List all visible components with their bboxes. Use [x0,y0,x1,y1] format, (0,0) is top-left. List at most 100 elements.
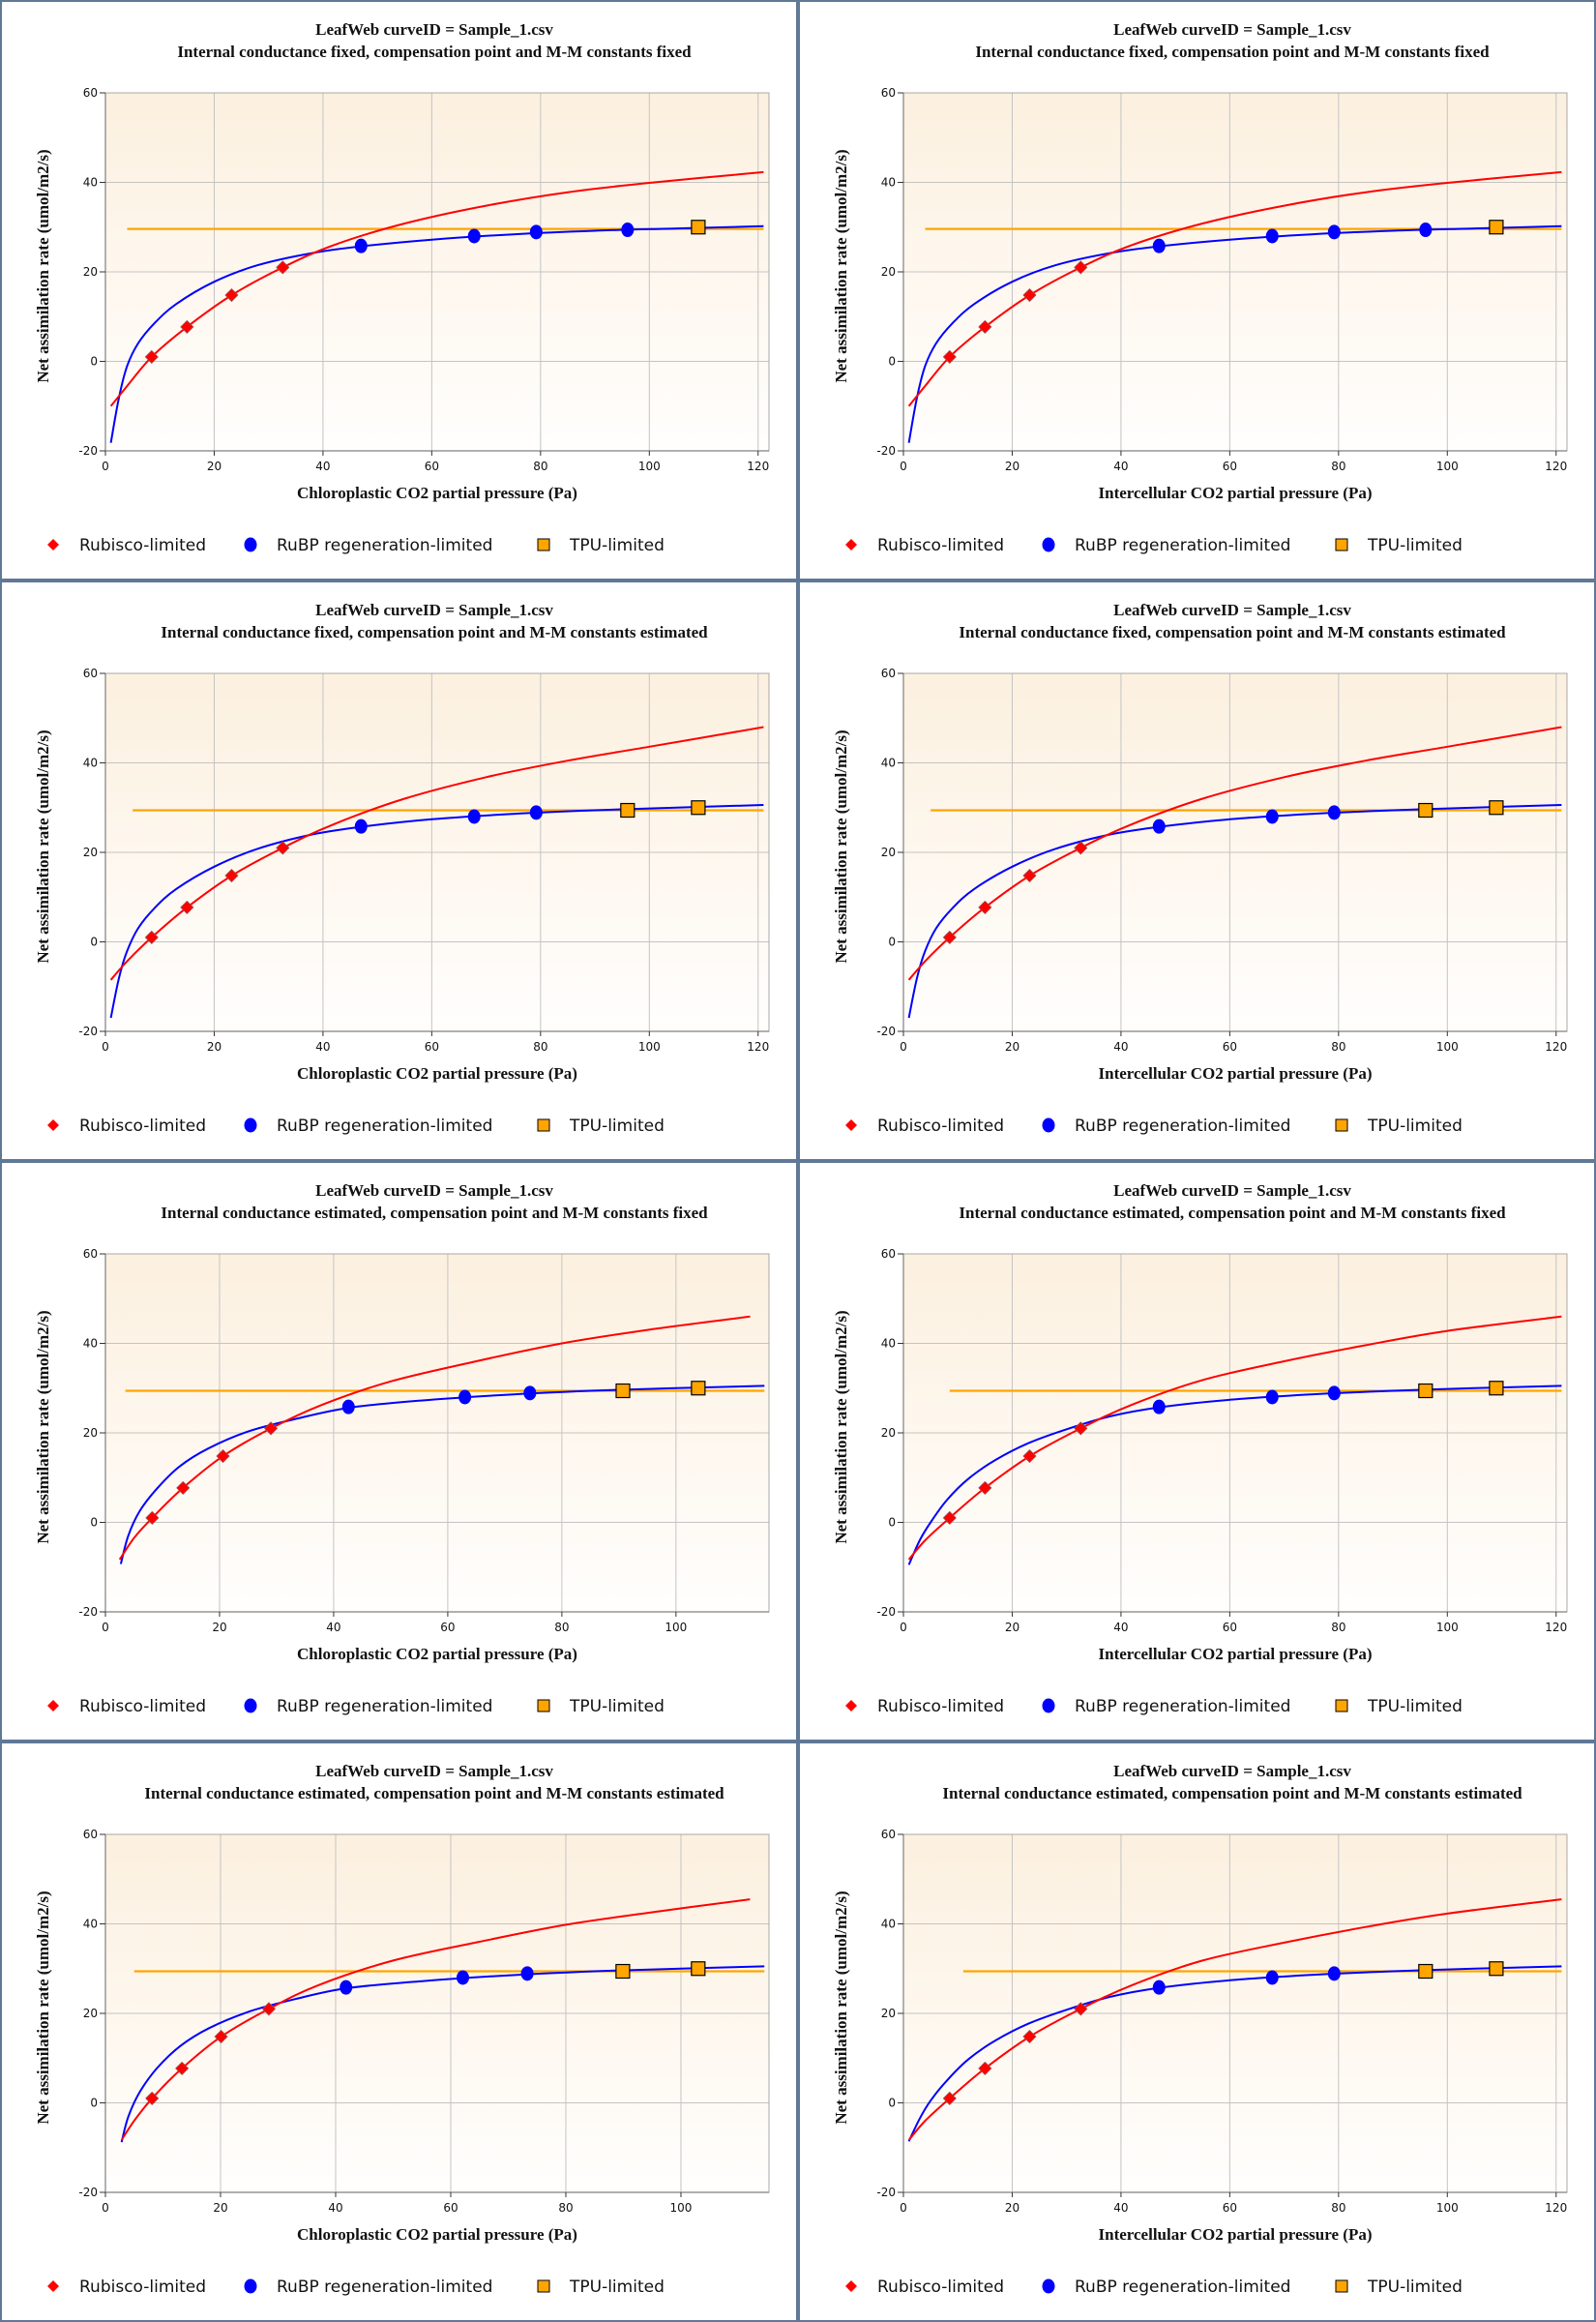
legend-item-tpu[interactable]: TPU-limited [1335,536,1463,555]
rubisco-point[interactable] [942,2091,957,2105]
rubisco-point[interactable] [1074,260,1088,275]
legend-item-rubisco[interactable]: Rubisco-limited [845,1116,1004,1136]
rubp-point[interactable] [467,809,481,824]
rubp-point[interactable] [467,228,481,244]
rubp-point[interactable] [340,1980,353,1995]
tpu-point[interactable] [615,1963,631,1980]
legend-item-rubisco[interactable]: Rubisco-limited [845,1697,1004,1716]
legend-item-tpu[interactable]: TPU-limited [1335,1697,1463,1716]
x-axis-title: Chloroplastic CO2 partial pressure (Pa) [297,2225,577,2244]
rubp-point[interactable] [354,819,368,834]
y-tick-label: 60 [83,1247,98,1261]
rubisco-point[interactable] [1022,2029,1037,2044]
rubp-point[interactable] [1152,1980,1166,1995]
rubisco-point[interactable] [978,319,992,334]
rubisco-point[interactable] [261,2002,277,2016]
rubisco-point[interactable] [224,868,239,883]
rubp-point[interactable] [1327,1966,1341,1981]
legend-item-tpu[interactable]: TPU-limited [537,2277,665,2297]
tpu-point[interactable] [1418,802,1433,819]
tpu-point[interactable] [615,1383,631,1399]
rubp-point[interactable] [1152,1399,1166,1414]
legend-item-rubp[interactable]: RuBP regeneration-limited [1042,536,1291,555]
legend-item-tpu[interactable]: TPU-limited [1335,2277,1463,2297]
tpu-point[interactable] [1489,220,1504,235]
legend-item-rubp[interactable]: RuBP regeneration-limited [244,536,493,555]
tpu-point[interactable] [1418,1383,1433,1399]
rubisco-point[interactable] [144,349,159,364]
legend-item-rubp[interactable]: RuBP regeneration-limited [244,2277,493,2297]
tpu-point[interactable] [691,1381,706,1396]
rubisco-point[interactable] [180,900,194,914]
legend-item-rubp[interactable]: RuBP regeneration-limited [1042,2277,1291,2297]
legend-item-tpu[interactable]: TPU-limited [1335,1116,1463,1136]
rubisco-point[interactable] [1022,868,1037,883]
rubp-point[interactable] [523,1385,537,1401]
rubisco-point[interactable] [978,2061,992,2075]
rubp-point[interactable] [520,1966,534,1981]
rubisco-point[interactable] [1022,1448,1037,1464]
rubp-point[interactable] [1265,228,1279,244]
rubisco-point[interactable] [942,930,957,944]
rubp-point[interactable] [1265,1970,1279,1985]
tpu-point[interactable] [1489,800,1504,816]
rubisco-point[interactable] [176,1480,191,1495]
rubisco-point[interactable] [214,2029,228,2044]
rubp-point[interactable] [1327,1385,1341,1401]
legend-item-rubp[interactable]: RuBP regeneration-limited [1042,1116,1291,1136]
x-axis-title: Chloroplastic CO2 partial pressure (Pa) [297,484,577,502]
rubisco-point[interactable] [978,900,992,914]
rubp-point[interactable] [1265,1389,1279,1405]
rubisco-point[interactable] [276,841,290,855]
rubp-point[interactable] [1327,224,1341,240]
rubp-point[interactable] [341,1399,355,1414]
legend-item-tpu[interactable]: TPU-limited [537,1116,665,1136]
rubisco-point[interactable] [276,260,290,275]
legend-item-tpu[interactable]: TPU-limited [537,1697,665,1716]
rubisco-point[interactable] [216,1448,230,1464]
rubp-point[interactable] [1152,819,1166,834]
legend-item-tpu[interactable]: TPU-limited [537,536,665,555]
tpu-point[interactable] [1418,1963,1433,1980]
legend-item-rubisco[interactable]: Rubisco-limited [845,536,1004,555]
legend-item-rubisco[interactable]: Rubisco-limited [47,536,206,555]
legend-item-rubp[interactable]: RuBP regeneration-limited [1042,1697,1291,1716]
rubp-point[interactable] [529,224,543,240]
tpu-point[interactable] [691,800,706,816]
legend-item-rubisco[interactable]: Rubisco-limited [47,2277,206,2297]
rubisco-point[interactable] [145,1510,160,1525]
rubp-point[interactable] [529,805,543,820]
rubisco-point[interactable] [224,287,239,303]
legend: Rubisco-limited RuBP regeneration-limited… [845,536,1463,555]
tpu-point[interactable] [620,802,635,819]
legend-item-rubp[interactable]: RuBP regeneration-limited [244,1697,493,1716]
rubp-point[interactable] [1265,809,1279,824]
legend-item-rubisco[interactable]: Rubisco-limited [47,1116,206,1136]
rubisco-point[interactable] [1074,841,1088,855]
rubp-point[interactable] [1327,805,1341,820]
rubisco-point[interactable] [1074,1421,1088,1436]
rubisco-point[interactable] [263,1421,279,1436]
rubisco-point[interactable] [1074,2002,1088,2016]
rubisco-point[interactable] [942,1510,957,1525]
rubp-point[interactable] [621,223,635,238]
rubisco-point[interactable] [144,930,159,944]
rubp-point[interactable] [1419,223,1433,238]
rubisco-point[interactable] [1022,287,1037,303]
rubp-point[interactable] [354,238,368,253]
tpu-point[interactable] [1489,1961,1504,1977]
rubp-point[interactable] [1152,238,1166,253]
tpu-point[interactable] [691,1961,706,1977]
rubp-point[interactable] [458,1389,472,1405]
rubp-point[interactable] [456,1970,469,1985]
rubisco-point[interactable] [942,349,957,364]
legend-item-rubisco[interactable]: Rubisco-limited [845,2277,1004,2297]
rubisco-point[interactable] [180,319,194,334]
rubisco-point[interactable] [145,2091,160,2105]
tpu-point[interactable] [1489,1381,1504,1396]
rubisco-point[interactable] [175,2061,190,2075]
tpu-point[interactable] [691,220,706,235]
legend-item-rubp[interactable]: RuBP regeneration-limited [244,1116,493,1136]
rubisco-point[interactable] [978,1480,992,1495]
legend-item-rubisco[interactable]: Rubisco-limited [47,1697,206,1716]
